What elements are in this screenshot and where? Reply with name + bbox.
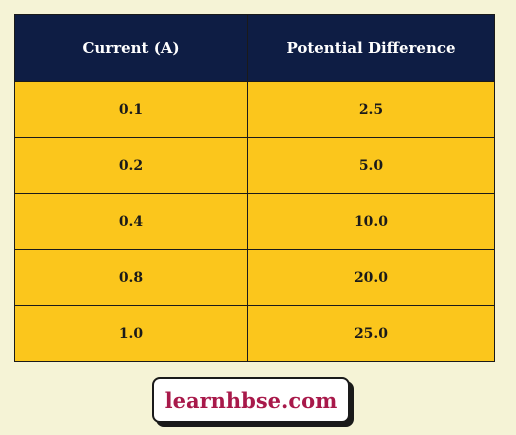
cell-current: 1.0 [14, 305, 248, 362]
cell-potential-difference: 20.0 [247, 249, 495, 306]
cell-current: 0.4 [14, 193, 248, 250]
cell-potential-difference: 2.5 [247, 81, 495, 138]
cell-current: 0.1 [14, 81, 248, 138]
header-potential-difference: Potential Difference [247, 14, 495, 82]
table-row: 0.2 5.0 [14, 137, 495, 194]
table-row: 1.0 25.0 [14, 305, 495, 362]
site-watermark-text: learnhbse.com [164, 387, 338, 413]
table-header-row: Current (A) Potential Difference [14, 14, 495, 82]
cell-potential-difference: 10.0 [247, 193, 495, 250]
header-current: Current (A) [14, 14, 248, 82]
table-row: 0.8 20.0 [14, 249, 495, 306]
cell-potential-difference: 25.0 [247, 305, 495, 362]
current-voltage-table: Current (A) Potential Difference 0.1 2.5… [14, 14, 495, 362]
site-watermark-badge: learnhbse.com [152, 377, 350, 423]
data-table-container: Current (A) Potential Difference 0.1 2.5… [14, 14, 495, 362]
cell-current: 0.8 [14, 249, 248, 306]
table-row: 0.1 2.5 [14, 81, 495, 138]
cell-potential-difference: 5.0 [247, 137, 495, 194]
table-row: 0.4 10.0 [14, 193, 495, 250]
cell-current: 0.2 [14, 137, 248, 194]
